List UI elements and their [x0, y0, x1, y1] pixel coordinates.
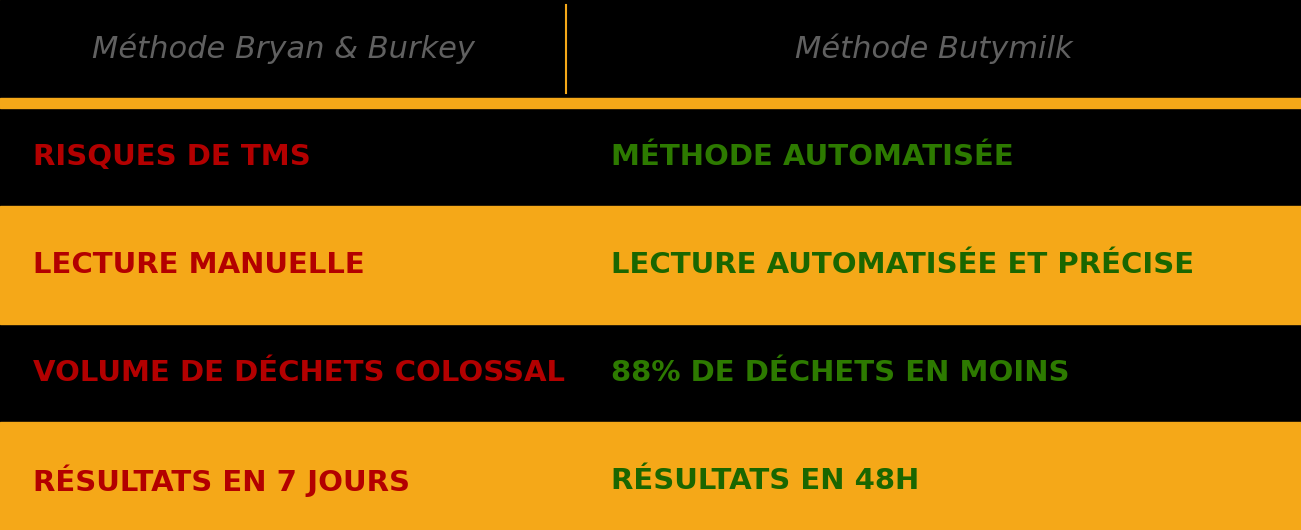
- Bar: [0, 216, 566, 314]
- Bar: [566, 323, 1301, 422]
- Bar: [566, 108, 1301, 206]
- Text: RISQUES DE TMS: RISQUES DE TMS: [33, 143, 310, 171]
- Text: VOLUME DE DÉCHETS COLOSSAL: VOLUME DE DÉCHETS COLOSSAL: [33, 359, 565, 387]
- Text: LECTURE AUTOMATISÉE ET PRÉCISE: LECTURE AUTOMATISÉE ET PRÉCISE: [611, 251, 1194, 279]
- Text: LECTURE MANUELLE: LECTURE MANUELLE: [33, 251, 364, 279]
- Bar: [0, 0, 1301, 98]
- Text: MÉTHODE AUTOMATISÉE: MÉTHODE AUTOMATISÉE: [611, 143, 1015, 171]
- Bar: [0, 422, 1301, 431]
- Bar: [0, 206, 1301, 216]
- Bar: [566, 431, 1301, 530]
- Bar: [0, 108, 566, 206]
- Text: Méthode Butymilk: Méthode Butymilk: [795, 34, 1072, 64]
- Text: RÉSULTATS EN 7 JOURS: RÉSULTATS EN 7 JOURS: [33, 464, 410, 497]
- Text: Méthode Bryan & Burkey: Méthode Bryan & Burkey: [91, 34, 475, 64]
- Bar: [0, 431, 566, 530]
- Text: 88% DE DÉCHETS EN MOINS: 88% DE DÉCHETS EN MOINS: [611, 359, 1069, 387]
- Bar: [566, 216, 1301, 314]
- Bar: [0, 98, 1301, 108]
- Text: RÉSULTATS EN 48H: RÉSULTATS EN 48H: [611, 467, 920, 495]
- Bar: [0, 323, 566, 422]
- Bar: [0, 314, 1301, 323]
